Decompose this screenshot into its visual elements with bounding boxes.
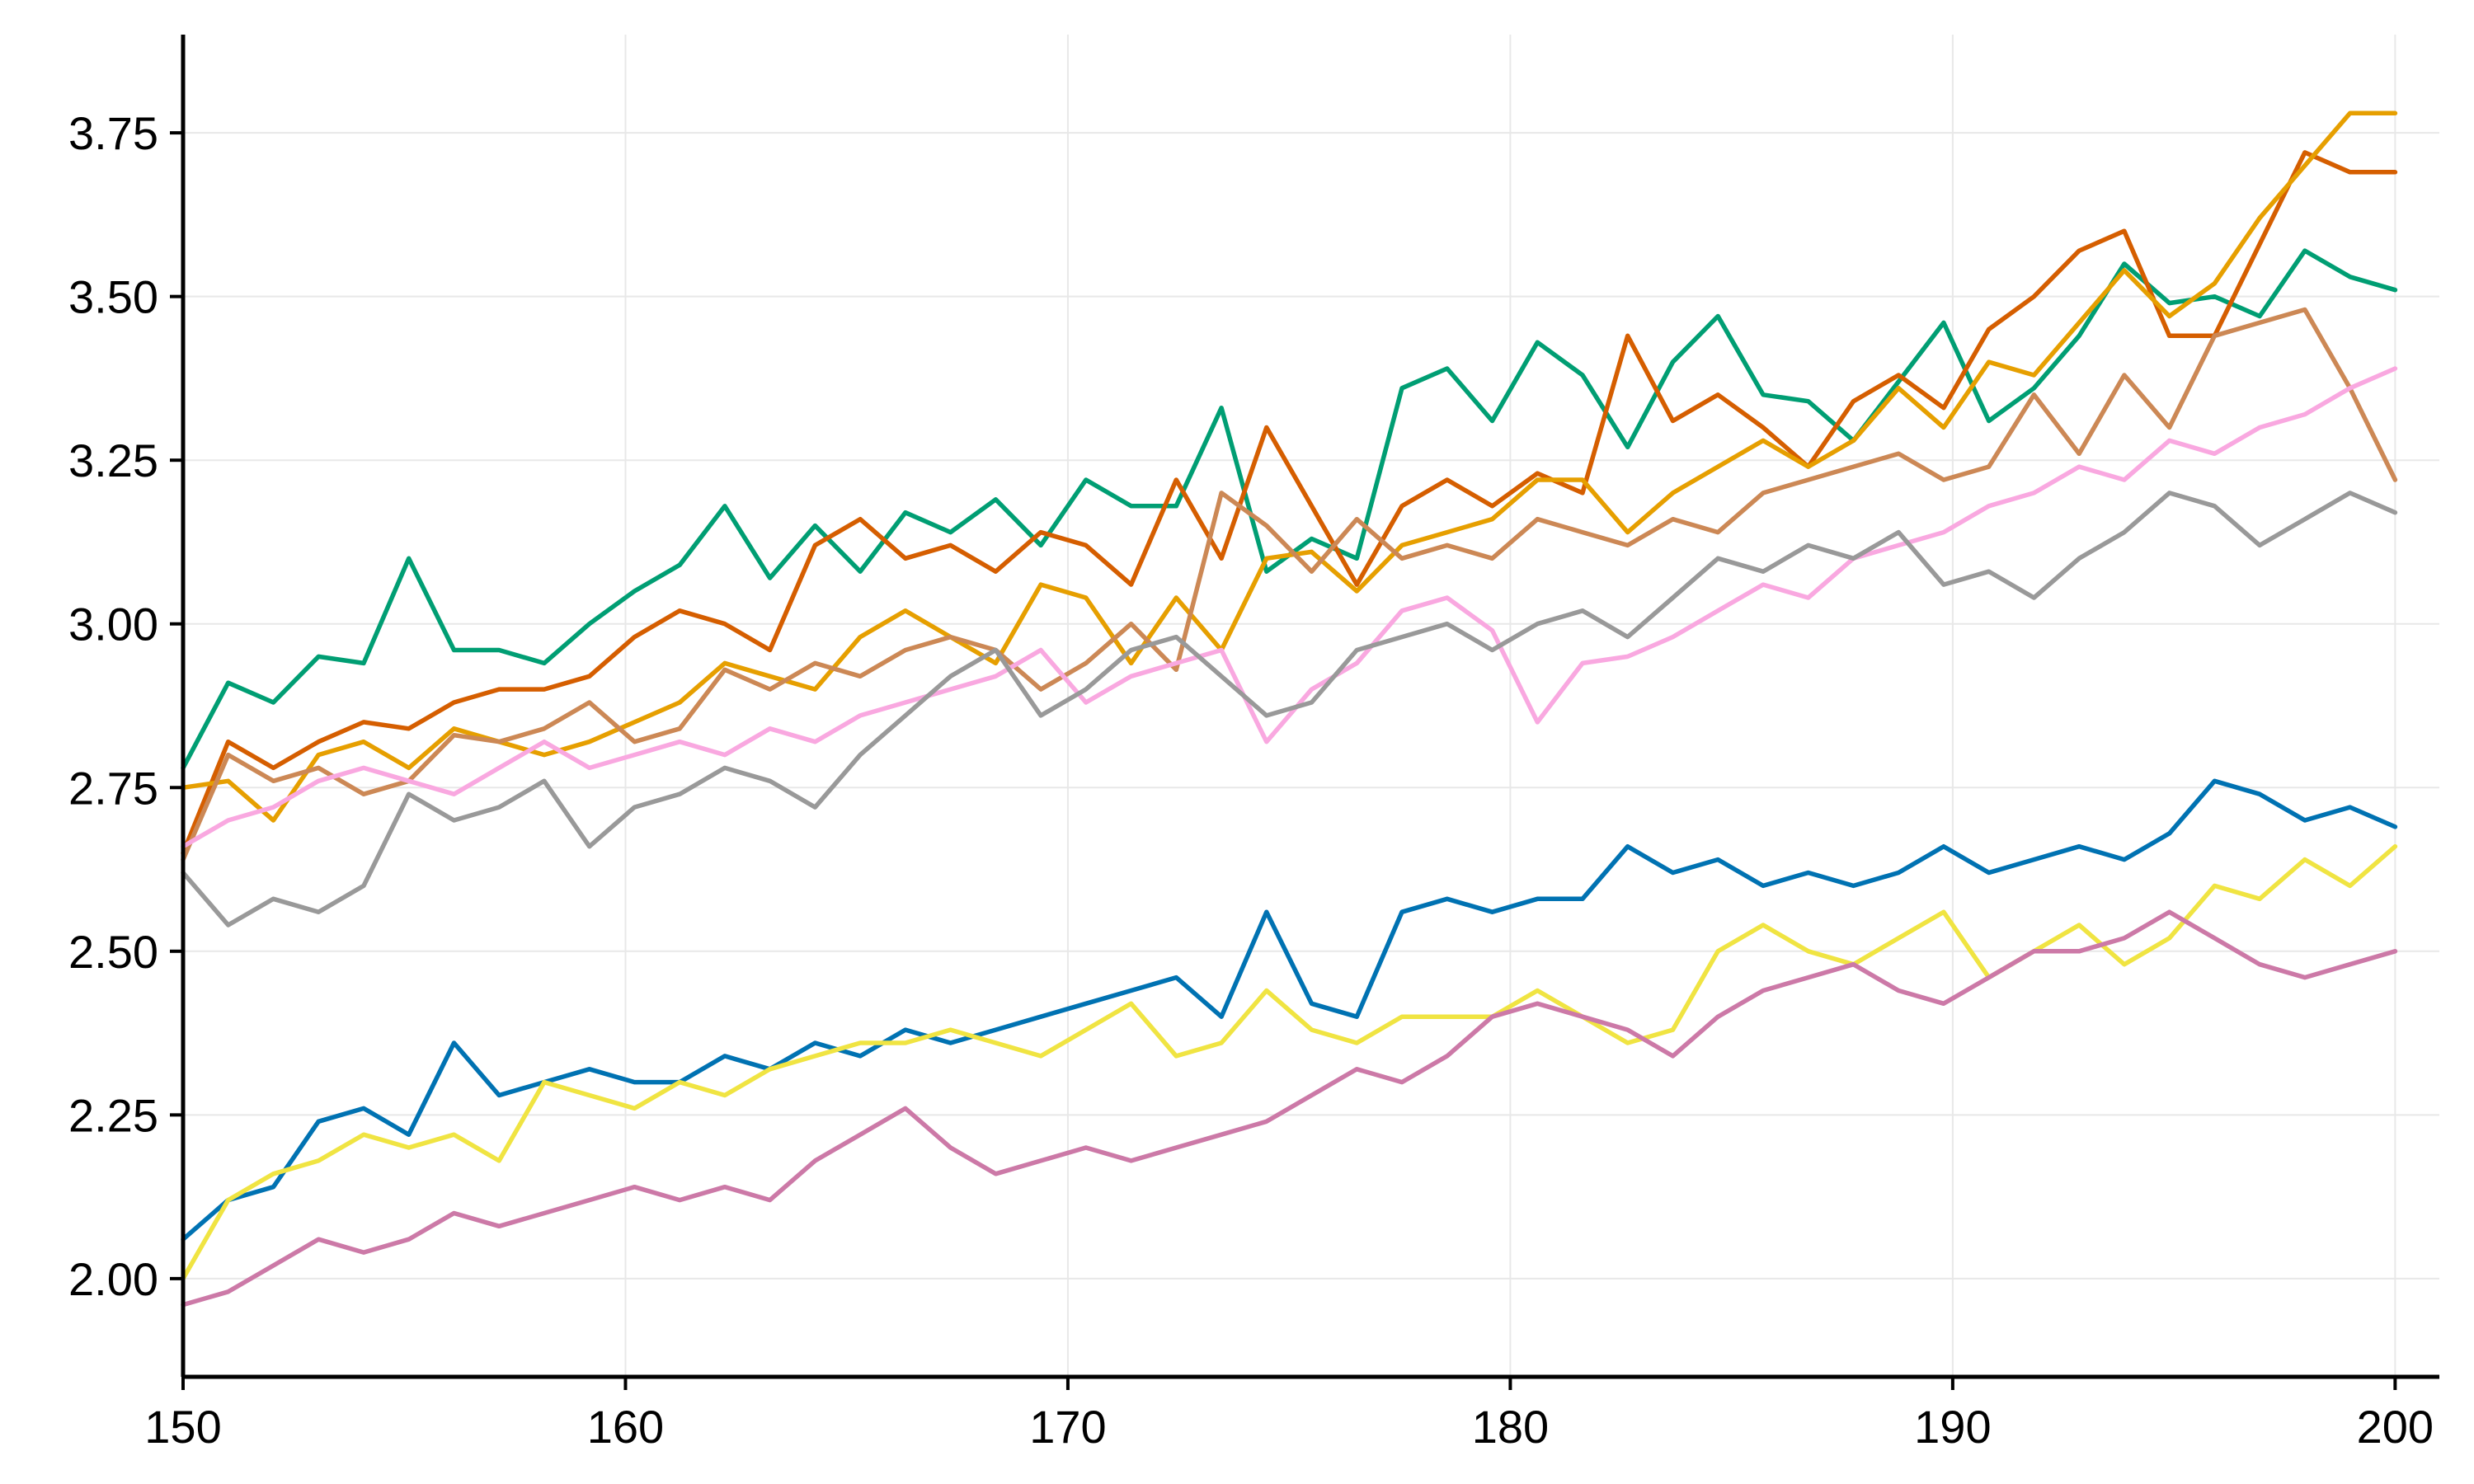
y-tick-label: 3.00 <box>68 599 158 650</box>
grid <box>182 35 2439 1377</box>
x-tick-label: 170 <box>1029 1401 1106 1453</box>
y-tick-label: 2.00 <box>68 1253 158 1305</box>
x-tick-label: 150 <box>144 1401 221 1453</box>
ticks: 2.00 2.25 2.50 2.75 3.00 3.25 3.50 3.75 150 160 17… <box>68 107 2434 1453</box>
series-group <box>181 110 2398 1308</box>
x-tick-label: 200 <box>2357 1401 2434 1453</box>
series-line-5 <box>181 366 2398 849</box>
axes <box>181 35 2439 1379</box>
x-tick-label: 160 <box>587 1401 664 1453</box>
series-line-4 <box>181 307 2398 862</box>
x-tick-label: 190 <box>1914 1401 1991 1453</box>
series-line-8 <box>181 843 2398 1281</box>
y-tick-label: 3.75 <box>68 107 158 159</box>
series-line-7 <box>181 778 2398 1242</box>
y-tick-label: 2.25 <box>68 1089 158 1141</box>
y-tick-label: 3.25 <box>68 434 158 486</box>
x-tick-label: 180 <box>1472 1401 1549 1453</box>
series-line-3 <box>181 110 2398 823</box>
series-line-6 <box>181 491 2398 928</box>
y-tick-label: 2.75 <box>68 762 158 814</box>
y-tick-label: 2.50 <box>68 926 158 978</box>
series-line-9 <box>181 909 2398 1308</box>
y-tick-label: 3.50 <box>68 271 158 323</box>
series-line-2 <box>181 150 2398 856</box>
